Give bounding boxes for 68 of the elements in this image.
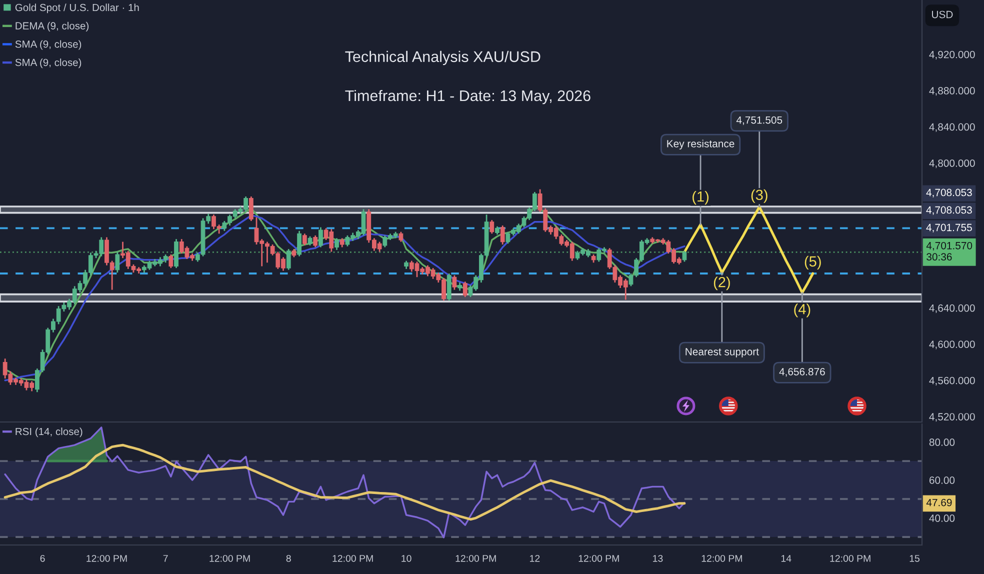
candlestick	[318, 226, 323, 248]
candlestick	[334, 237, 339, 251]
x-tick-label: 13	[653, 554, 663, 562]
y-tick-label: 80.00	[929, 438, 955, 446]
annotation: 4,751.505	[736, 116, 782, 125]
x-tick-label: 12:00 PM	[456, 554, 496, 562]
candlestick	[446, 272, 452, 302]
x-tick-label: 15	[910, 555, 920, 562]
candlestick	[490, 219, 494, 234]
x-tick-label: 12:00 PM	[210, 554, 250, 562]
text: Timeframe: H1 - Date: 13 May, 2026	[345, 90, 590, 104]
x-tick-label: 12:00 PM	[332, 554, 373, 562]
y-tick-label: 4,520.000	[929, 413, 975, 422]
y-tick-label: 60.00	[929, 476, 955, 484]
candlestick	[302, 232, 307, 246]
annotation: 4,656.876	[779, 368, 825, 377]
candlestick	[340, 237, 344, 248]
legend-label: Gold Spot / U.S. Dollar · 1h	[15, 4, 139, 14]
candlestick	[286, 248, 291, 271]
line-series	[4, 426, 686, 538]
annotation: (2)	[714, 276, 730, 290]
annotation: Nearest support	[686, 348, 759, 358]
legend-label: DEMA (9, close)	[16, 22, 89, 32]
candlestick	[308, 236, 312, 246]
y-tick-label: 4,640.000	[929, 304, 975, 314]
line-series	[4, 444, 686, 521]
candlestick	[452, 274, 457, 290]
x-tick-label: 14	[781, 555, 792, 562]
text: 4,708.053	[926, 206, 972, 215]
x-tick-label: 7	[163, 555, 168, 562]
candlestick	[248, 196, 254, 222]
x-tick-label: 12:00 PM	[830, 554, 870, 562]
candlestick	[115, 251, 120, 274]
candlestick	[398, 231, 404, 242]
annotation: (4)	[794, 304, 810, 318]
y-tick-label: 4,920.000	[929, 50, 975, 60]
legend-label: RSI (14, close)	[16, 428, 82, 438]
ref-line-label: 4,701.570 30:36	[926, 242, 972, 261]
annotation: (1)	[692, 190, 709, 205]
text: 4,701.755	[926, 224, 972, 232]
candlestick	[682, 250, 687, 262]
x-tick-label: 8	[286, 554, 291, 562]
legend-label: SMA (9, close)	[15, 40, 82, 50]
text: 4,708.053	[926, 188, 972, 198]
y-axis-title: USD	[932, 10, 953, 18]
x-tick-label: 12:00 PM	[86, 554, 127, 562]
text: Technical Analysis XAU/USD	[345, 50, 540, 66]
annotation: (3)	[751, 189, 768, 203]
x-tick-label: 12	[530, 554, 540, 562]
candlestick	[500, 224, 505, 246]
annotation: 47.69	[926, 498, 952, 506]
y-tick-label: 4,840.000	[929, 123, 975, 132]
y-tick-label: 40.00	[929, 514, 955, 522]
x-tick-label: 12:00 PM	[702, 554, 742, 562]
candlestick	[297, 230, 302, 257]
legend-label: SMA (9, close)	[15, 58, 82, 68]
x-tick-label: 12:00 PM	[578, 554, 619, 562]
x-tick-label: 10	[402, 554, 412, 562]
y-tick-label: 4,800.000	[929, 160, 975, 168]
candlestick	[168, 254, 174, 269]
annotation: (5)	[804, 256, 821, 270]
x-tick-label: 6	[40, 554, 45, 562]
candlestick	[313, 234, 318, 248]
y-tick-label: 4,880.000	[929, 87, 975, 96]
candlestick	[462, 280, 468, 298]
annotation: Key resistance	[667, 140, 734, 150]
y-tick-label: 4,560.000	[929, 376, 975, 386]
y-tick-label: 4,600.000	[929, 340, 975, 350]
